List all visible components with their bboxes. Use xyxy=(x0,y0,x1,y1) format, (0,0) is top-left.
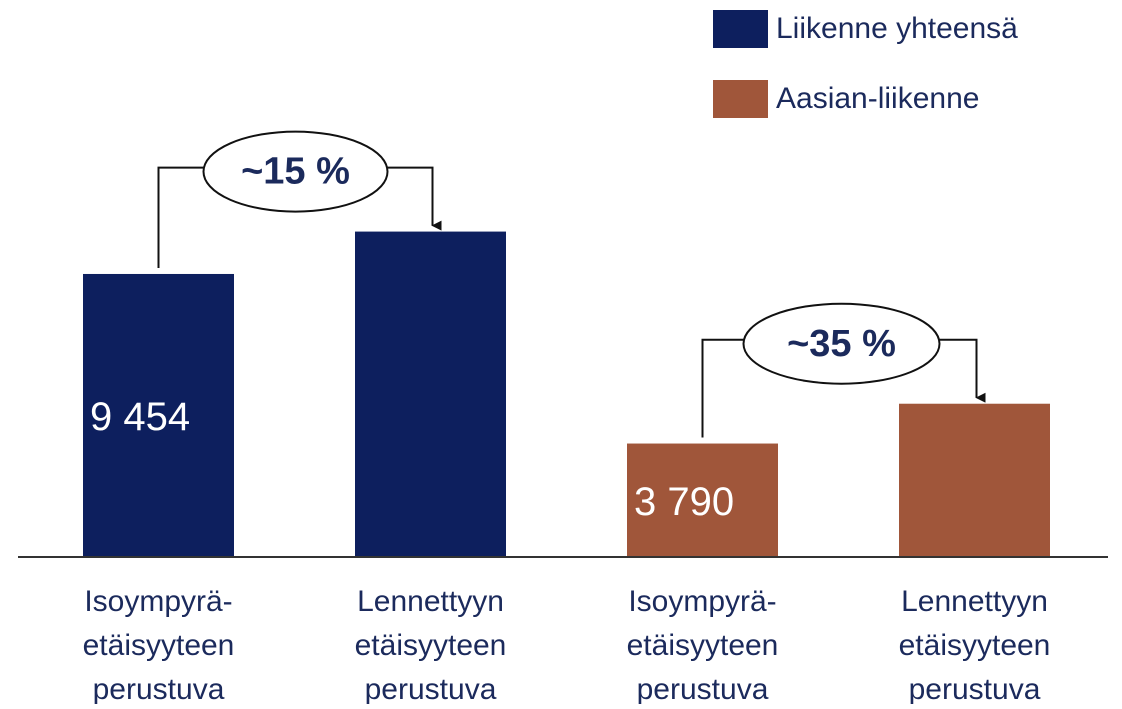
x-tick-label: perustuva xyxy=(365,673,497,704)
x-tick-label: Isoympyrä- xyxy=(628,585,776,618)
x-tick-label: Lennettyyn xyxy=(901,585,1048,618)
x-tick-label: etäisyyteen xyxy=(627,629,779,662)
x-tick-label: etäisyyteen xyxy=(83,629,235,662)
x-tick-label: etäisyyteen xyxy=(899,629,1051,662)
x-tick-label: perustuva xyxy=(637,673,769,704)
x-tick-label: Isoympyrä- xyxy=(84,585,232,618)
legend-swatch xyxy=(713,80,768,118)
legend-label: Liikenne yhteensä xyxy=(776,12,1018,45)
x-tick-label: perustuva xyxy=(93,673,225,704)
x-tick-label: etäisyyteen xyxy=(355,629,507,662)
x-tick-label: perustuva xyxy=(909,673,1041,704)
legend-swatch xyxy=(713,10,768,48)
bar xyxy=(83,273,234,557)
bar xyxy=(355,231,506,557)
legend-label: Aasian-liikenne xyxy=(776,82,979,115)
annotation-ellipse xyxy=(202,130,389,213)
x-tick-label: Lennettyyn xyxy=(357,585,504,618)
annotation-arrow xyxy=(939,338,986,403)
value-label: 9 454 xyxy=(90,395,190,439)
annotation-ellipse xyxy=(742,302,941,385)
annotation-text: ~15 % xyxy=(241,151,350,193)
annotation-text: ~35 % xyxy=(787,323,896,365)
annotation-arrow xyxy=(387,166,442,231)
annotation-bracket xyxy=(701,338,744,438)
annotation-bracket xyxy=(157,166,204,268)
bar xyxy=(627,443,778,557)
bar xyxy=(899,403,1050,557)
value-label: 3 790 xyxy=(634,480,734,524)
